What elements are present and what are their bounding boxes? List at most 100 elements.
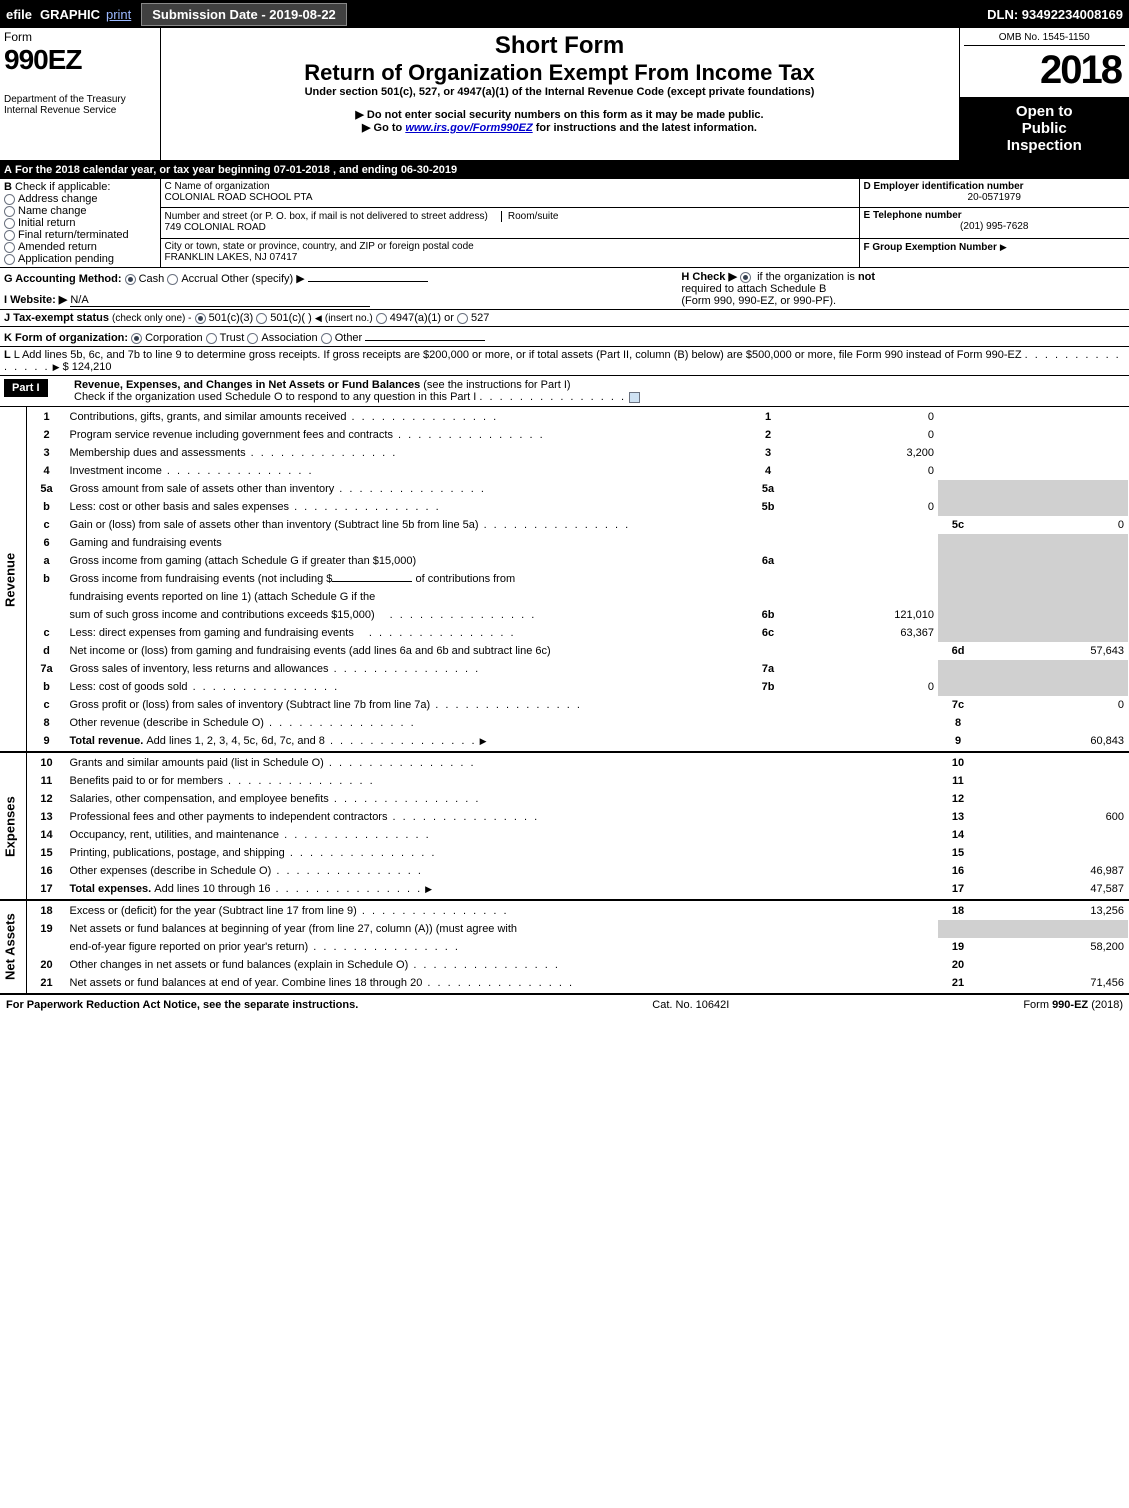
g-other-input[interactable] [308,270,428,282]
i-label: I Website: ▶ [4,294,67,306]
l2-desc: Program service revenue including govern… [70,429,393,441]
check-trust[interactable] [206,333,217,344]
submission-date-button[interactable]: Submission Date - 2019-08-22 [141,3,347,26]
l10-desc: Grants and similar amounts paid (list in… [70,757,324,769]
l6d-desc: Net income or (loss) from gaming and fun… [70,645,551,657]
check-initial-return[interactable] [4,218,15,229]
l6b-blank[interactable] [332,581,412,582]
l4-desc: Investment income [70,465,162,477]
public: Public [964,120,1126,137]
l6a-val [788,552,938,570]
print-link[interactable]: print [106,7,131,22]
f-label: F Group Exemption Number [864,242,997,253]
check-corporation[interactable] [131,333,142,344]
b-opt-0: Address change [18,193,98,205]
g-cash: Cash [139,273,165,285]
h-text1: if the organization is [757,271,858,283]
l-amount: $ 124,210 [63,361,112,373]
check-application-pending[interactable] [4,254,15,265]
b-opt-1: Name change [18,205,87,217]
line-6a: aGross income from gaming (attach Schedu… [28,552,1129,570]
check-h[interactable] [740,272,751,283]
check-4947[interactable] [376,313,387,324]
d-label: D Employer identification number [864,181,1126,192]
l21-val: 71,456 [978,974,1128,992]
l17-desc: Total expenses. [70,883,155,895]
section-j: J Tax-exempt status (check only one) - 5… [0,310,1129,327]
section-a-tax-year: A For the 2018 calendar year, or tax yea… [0,162,1129,179]
check-accrual[interactable] [167,274,178,285]
goto-pre: ▶ Go to [362,122,405,134]
l8-val [978,714,1128,732]
l18-desc: Excess or (deficit) for the year (Subtra… [70,905,357,917]
l7c-val: 0 [978,696,1128,714]
check-501c3[interactable] [195,313,206,324]
l11-desc: Benefits paid to or for members [70,775,223,787]
line-2: 2Program service revenue including gover… [28,426,1129,444]
netassets-table: Net Assets 18Excess or (deficit) for the… [0,901,1129,993]
room-label: Room/suite [501,211,559,222]
a-pre: For the 2018 calendar year, or tax year … [15,164,274,176]
l7b-desc: Less: cost of goods sold [70,681,188,693]
check-name-change[interactable] [4,206,15,217]
subtitle: Under section 501(c), 527, or 4947(a)(1)… [169,86,951,98]
dept-irs: Internal Revenue Service [4,105,156,116]
line-15: 15Printing, publications, postage, and s… [28,844,1129,862]
b-title: Check if applicable: [15,181,110,193]
city-label: City or town, state or province, country… [165,241,855,252]
l19-val: 58,200 [978,938,1128,956]
form-header: Form 990EZ Department of the Treasury In… [0,28,1129,162]
part1-title: Revenue, Expenses, and Changes in Net As… [74,379,420,391]
l21-desc: Net assets or fund balances at end of ye… [70,977,423,989]
line-5a: 5aGross amount from sale of assets other… [28,480,1129,498]
l17-val: 47,587 [978,880,1128,898]
line-13: 13Professional fees and other payments t… [28,808,1129,826]
check-cash[interactable] [125,274,136,285]
line-7b: bLess: cost of goods sold7b0 [28,678,1129,696]
k-opt-0: Corporation [145,332,202,344]
check-association[interactable] [247,333,258,344]
line-14: 14Occupancy, rent, utilities, and mainte… [28,826,1129,844]
check-other[interactable] [321,333,332,344]
line-20: 20Other changes in net assets or fund ba… [28,956,1129,974]
tri-icon [315,312,322,324]
a-end: 06-30-2019 [401,164,457,176]
side-netassets: Net Assets [0,901,26,993]
line-9: 9Total revenue. Add lines 1, 2, 3, 4, 5c… [28,732,1129,750]
part1-paren: (see the instructions for Part I) [423,379,570,391]
l6b-mid: of contributions from [415,573,515,585]
check-amended-return[interactable] [4,242,15,253]
part1-header-row: Part I Revenue, Expenses, and Changes in… [0,375,1129,407]
check-final-return[interactable] [4,230,15,241]
check-501c[interactable] [256,313,267,324]
l12-desc: Salaries, other compensation, and employ… [70,793,329,805]
j-o2: 501(c)( ) [270,312,312,324]
section-k: K Form of organization: Corporation Trus… [0,327,1129,347]
l16-desc: Other expenses (describe in Schedule O) [70,865,272,877]
line-7c: cGross profit or (loss) from sales of in… [28,696,1129,714]
line-7a: 7aGross sales of inventory, less returns… [28,660,1129,678]
l15-val [978,844,1128,862]
omb-number: OMB No. 1545-1150 [964,30,1126,46]
note-ssn: ▶ Do not enter social security numbers o… [169,108,951,121]
line-6b-2: fundraising events reported on line 1) (… [28,588,1129,606]
l9-desc: Total revenue. [70,735,147,747]
page-footer: For Paperwork Reduction Act Notice, see … [0,993,1129,1015]
h-text3: (Form 990, 990-EZ, or 990-PF). [681,295,1125,307]
l-text: L Add lines 5b, 6c, and 7b to line 9 to … [14,349,1022,361]
section-b: B Check if applicable: Address change Na… [0,179,160,268]
k-other-input[interactable] [365,329,485,341]
irs-link[interactable]: www.irs.gov/Form990EZ [405,122,532,134]
l6b-val: 121,010 [788,606,938,624]
k-opt-2: Association [261,332,317,344]
check-527[interactable] [457,313,468,324]
h-not: not [858,271,875,283]
check-address-change[interactable] [4,194,15,205]
l5a-val [788,480,938,498]
open-to: Open to [964,103,1126,120]
section-l: L L Add lines 5b, 6c, and 7b to line 9 t… [0,347,1129,375]
l1-val: 0 [788,408,938,426]
part1-checkbox[interactable] [629,392,640,403]
l20-val [978,956,1128,974]
dept-treasury: Department of the Treasury [4,94,156,105]
